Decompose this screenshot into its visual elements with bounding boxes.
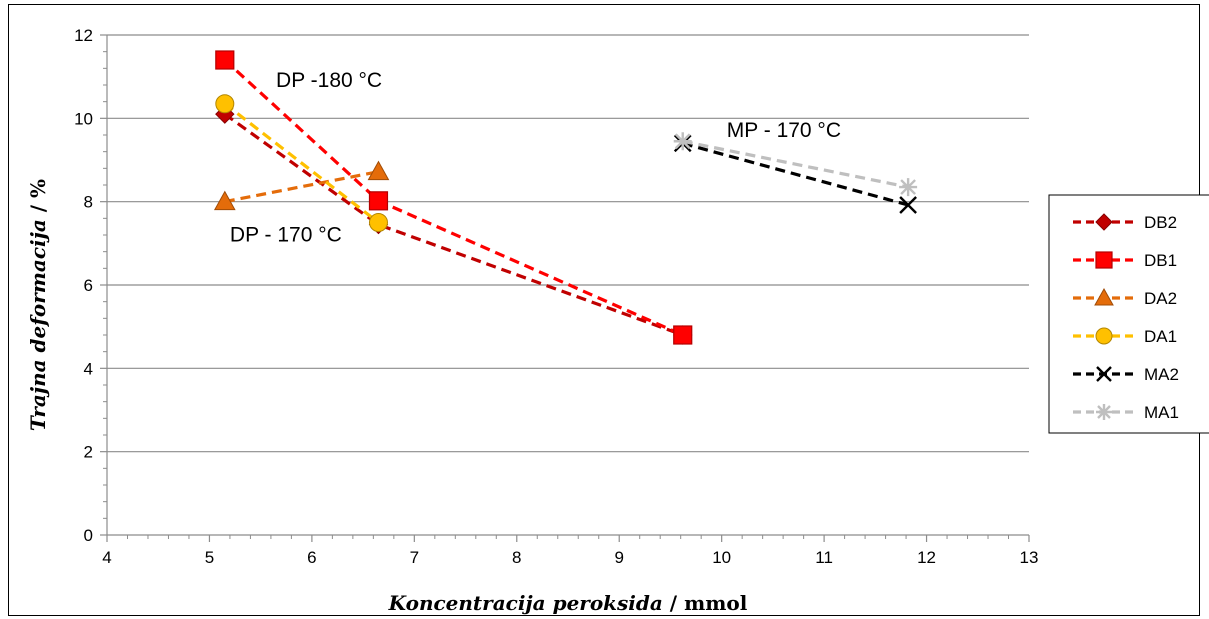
legend-label-db2: DB2 <box>1144 213 1177 232</box>
series-line-da2 <box>224 170 379 204</box>
legend-box <box>1048 194 1209 434</box>
y-tick-label: 12 <box>74 26 93 45</box>
legend-label-db1: DB1 <box>1144 251 1177 270</box>
y-axis-title-main: Trajna deformacija <box>26 219 50 431</box>
data-point-ma1 <box>899 178 918 197</box>
annotations: DP -180 °C MP - 170 °C DP - 170 °C <box>230 69 841 246</box>
grid-lines <box>107 34 1029 453</box>
legend-label-ma2: MA2 <box>1144 365 1179 384</box>
data-point-ma1 <box>673 132 692 151</box>
data-point-db1 <box>368 191 389 211</box>
x-axis-title-main: Koncentracija peroksida <box>388 591 663 615</box>
data-point-da2 <box>367 160 390 181</box>
series-line-ma2 <box>682 141 909 207</box>
x-tick-label: 6 <box>307 548 316 567</box>
y-tick-label: 4 <box>84 359 93 378</box>
y-axis-title: Trajna deformacija / % <box>26 179 50 431</box>
data-point-db1 <box>673 325 693 345</box>
y-tick-label: 6 <box>84 276 93 295</box>
series-layer <box>213 50 918 345</box>
data-point-da2 <box>213 190 236 211</box>
legend: DB2 DB1 DA2 DA1 MA2 MA1 <box>1048 194 1209 434</box>
series-line-ma1 <box>682 139 909 189</box>
x-tick-label: 11 <box>815 548 833 567</box>
x-axis-title: Koncentracija peroksida / mmol <box>388 591 748 615</box>
data-point-da1 <box>368 213 388 232</box>
annotation-label: DP - 170 °C <box>230 223 342 246</box>
legend-marker-db2 <box>1095 213 1113 231</box>
data-point-ma2 <box>899 196 917 214</box>
x-tick-label: 8 <box>512 548 521 567</box>
data-point-db1 <box>215 50 235 70</box>
y-tick-label: 8 <box>84 193 93 212</box>
legend-label-ma1: MA1 <box>1144 403 1179 422</box>
x-tick-label: 4 <box>102 548 111 567</box>
x-tick-label: 13 <box>1020 548 1039 567</box>
axes: 0 2 4 6 8 10 12 4 5 6 7 8 9 10 11 12 13 <box>74 26 1038 567</box>
series-line-db2 <box>223 112 684 337</box>
y-axis-title-unit: / % <box>26 179 50 219</box>
legend-marker-da2 <box>1094 287 1114 306</box>
legend-label-da1: DA1 <box>1144 327 1177 346</box>
y-tick-label: 2 <box>84 443 93 462</box>
y-tick-label: 10 <box>74 109 93 128</box>
x-tick-label: 10 <box>712 548 731 567</box>
x-tick-label: 12 <box>917 548 936 567</box>
x-axis-title-unit: / mmol <box>663 591 748 615</box>
legend-marker-ma1 <box>1096 404 1112 420</box>
x-tick-label: 5 <box>205 548 214 567</box>
x-tick-label: 9 <box>614 548 623 567</box>
legend-marker-ma2 <box>1096 366 1112 382</box>
legend-label-da2: DA2 <box>1144 289 1177 308</box>
annotation-label: DP -180 °C <box>276 69 382 92</box>
legend-marker-da1 <box>1095 327 1113 345</box>
series-line-db1 <box>223 58 684 337</box>
legend-marker-db1 <box>1095 251 1113 269</box>
series-line-da1 <box>223 102 380 224</box>
legend-items: DB2 DB1 DA2 DA1 MA2 MA1 <box>1073 213 1179 422</box>
y-tick-label: 0 <box>84 526 93 545</box>
annotation-label: MP - 170 °C <box>727 119 841 142</box>
chart-frame <box>8 4 1200 616</box>
data-point-da1 <box>215 94 235 114</box>
x-tick-label: 7 <box>410 548 419 567</box>
